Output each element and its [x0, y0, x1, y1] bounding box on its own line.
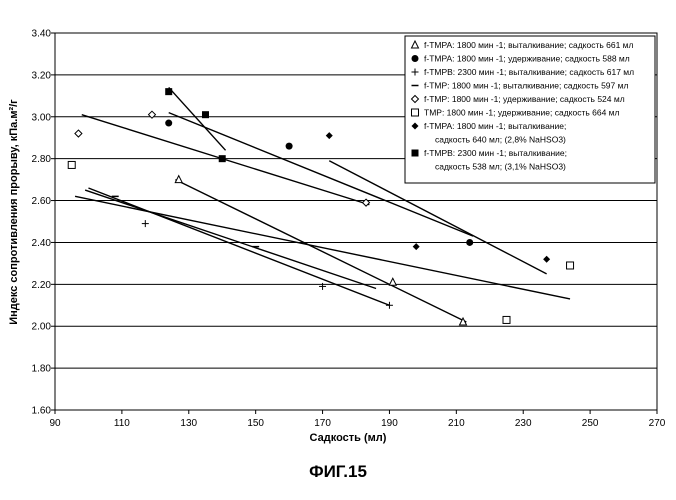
- trend-line-8: [168, 86, 227, 151]
- legend-label-4: f-TMP: 1800 мин -1; выталкивание; садкос…: [424, 81, 628, 91]
- legend-label-7: садкость 640 мл; (2,8% NaHSO3): [435, 135, 566, 145]
- trend-line-3: [88, 187, 390, 306]
- legend-label-6: TMP: 1800 мин -1; удерживание; садкость …: [424, 108, 620, 118]
- data-point-series-5: [74, 129, 83, 138]
- legend-marker-3: [411, 68, 419, 76]
- legend-marker-6: [411, 108, 419, 117]
- y-axis-label: Индекс сопротивления прорыву, кПа.м²/г: [8, 99, 20, 325]
- x-tick-label: 190: [381, 418, 398, 429]
- data-point-series-7: [325, 132, 333, 140]
- legend-label-8: садкость 538 мл; (3,1% NaHSO3): [435, 162, 566, 172]
- figure-caption: ФИГ.15: [309, 462, 367, 481]
- y-tick-label: 2.80: [32, 154, 52, 165]
- legend-marker-5: [410, 94, 420, 104]
- chart: 1.60 1.80 2.00 2.20 2.40 2.60 2.80 3.00 3.20 3.40…: [8, 29, 666, 445]
- legend: f-TMPA: 1800 мин -1; выталкивание; садко…: [404, 35, 656, 184]
- y-tick-label: 2.60: [32, 196, 52, 207]
- legend-label-1: f-TMPA: 1800 мин -1; выталкивание; садко…: [424, 40, 634, 50]
- legend-marker-7: [411, 122, 419, 130]
- data-point-series-6: [67, 160, 76, 169]
- data-points: [67, 88, 575, 326]
- x-tick-label: 270: [649, 418, 666, 429]
- data-point-series-7: [543, 255, 551, 263]
- y-tick-label: 2.00: [32, 322, 52, 333]
- data-point-series-5: [147, 110, 157, 119]
- data-point-series-3: [385, 301, 393, 309]
- data-point-series-8: [165, 88, 173, 96]
- legend-label-8: f-TMPB: 2300 мин -1; выталкивание;: [424, 148, 567, 158]
- trend-line-1: [175, 178, 467, 323]
- x-axis-label: Садкость (мл): [310, 432, 387, 444]
- axes: 1.60 1.80 2.00 2.20 2.40 2.60 2.80 3.00 3.20 3.40…: [32, 29, 666, 430]
- data-point-series-1: [388, 277, 398, 286]
- x-tick-label: 90: [49, 418, 61, 429]
- legend-marker-1: [410, 39, 420, 49]
- trend-line-4: [84, 189, 377, 290]
- legend-marker-8: [411, 149, 419, 157]
- data-point-series-1: [174, 174, 184, 184]
- legend-label-7: f-TMPA: 1800 мин -1; выталкивание;: [424, 121, 566, 131]
- legend-box: [404, 35, 656, 184]
- x-tick-label: 230: [515, 418, 532, 429]
- data-point-series-2: [165, 119, 173, 127]
- data-point-series-8: [218, 155, 226, 163]
- trend-line-2: [168, 111, 474, 237]
- plot-frame: [54, 32, 658, 411]
- data-point-series-6: [566, 261, 575, 270]
- trend-lines: [74, 86, 571, 323]
- data-point-series-8: [202, 111, 209, 119]
- y-tick-label: 3.40: [32, 29, 52, 40]
- data-point-series-6: [502, 315, 511, 324]
- x-tick-label: 130: [180, 418, 197, 429]
- x-tick-label: 170: [314, 418, 331, 429]
- data-point-series-3: [141, 220, 149, 228]
- legend-label-3: f-TMPB: 2300 мин -1; выталкивание; садко…: [424, 67, 634, 77]
- data-point-series-2: [466, 238, 474, 246]
- legend-label-5: f-TMP: 1800 мин -1; удерживание; садкост…: [424, 94, 625, 104]
- x-tick-label: 110: [114, 418, 130, 429]
- x-tick-label: 150: [247, 418, 264, 429]
- data-point-series-7: [412, 243, 420, 251]
- data-point-series-2: [285, 142, 293, 150]
- trend-line-6: [74, 195, 571, 300]
- y-tick-label: 2.20: [32, 280, 52, 291]
- data-point-series-5: [361, 198, 371, 207]
- legend-marker-2: [411, 55, 419, 62]
- data-point-series-3: [319, 282, 327, 290]
- trend-line-7: [328, 160, 547, 275]
- legend-label-2: f-TMPA: 1800 мин -1; удерживание; садкос…: [424, 54, 630, 64]
- y-tick-label: 1.80: [32, 364, 52, 375]
- data-point-series-1: [458, 316, 468, 326]
- x-tick-label: 250: [582, 418, 599, 429]
- y-tick-label: 3.00: [32, 112, 52, 123]
- y-tick-label: 3.20: [32, 70, 52, 81]
- y-tick-label: 1.60: [32, 406, 52, 417]
- y-tick-label: 2.40: [32, 238, 52, 249]
- x-tick-label: 210: [448, 418, 465, 429]
